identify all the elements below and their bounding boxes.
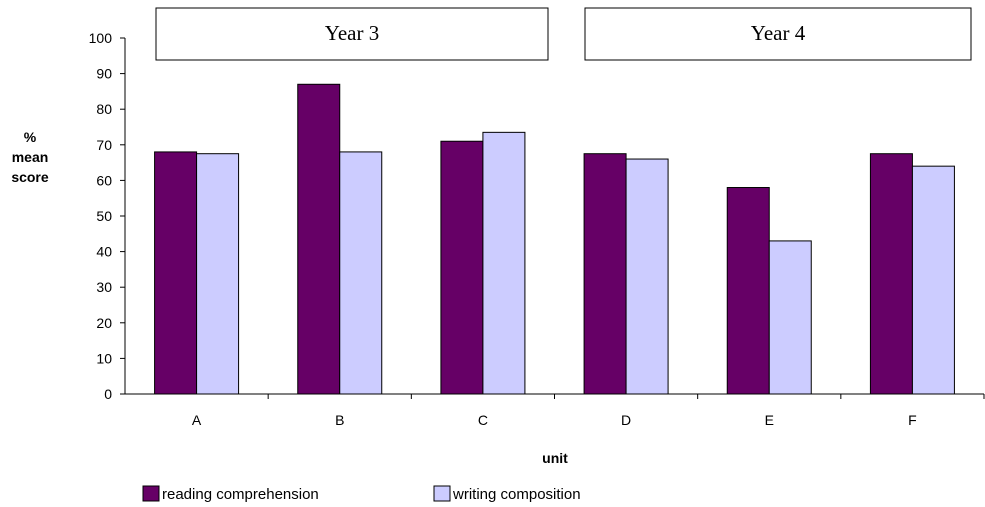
y-tick-label: 90	[96, 66, 112, 82]
group-year3-box	[155, 7, 549, 61]
x-tick-label-E: E	[765, 412, 774, 428]
y-tick-label: 40	[96, 244, 112, 260]
y-axis-ticks: 0 10 20 30 40 50 60 70 80 90 100	[89, 30, 125, 402]
y-tick-label: 10	[96, 350, 112, 366]
x-axis-ticks: A B C D E F	[192, 394, 985, 428]
y-axis-title: % mean score	[11, 129, 49, 185]
y-tick-label: 70	[96, 137, 112, 153]
bar-reading-D	[583, 153, 627, 395]
bar-reading-A	[154, 151, 198, 395]
bar-writing-F	[911, 165, 955, 395]
y-tick-label: 50	[96, 208, 112, 224]
legend-label-reading: reading comprehension	[162, 486, 319, 503]
x-axis-title: unit	[542, 450, 568, 466]
y-axis-title-line-3: score	[11, 169, 49, 185]
bar-writing-C	[482, 131, 526, 395]
y-tick-label: 0	[104, 386, 112, 402]
bar-reading-B	[297, 83, 341, 395]
bars	[154, 83, 955, 395]
legend: reading comprehension writing compositio…	[142, 485, 581, 503]
bar-reading-C	[440, 140, 484, 395]
x-tick-label-B: B	[335, 412, 344, 428]
group-year4: Year 4	[584, 7, 972, 61]
x-tick-label-C: C	[478, 412, 488, 428]
group-year3-label: Year 3	[325, 21, 379, 45]
y-tick-label: 80	[96, 101, 112, 117]
bar-writing-D	[625, 158, 669, 395]
bar-writing-E	[768, 240, 812, 395]
bar-reading-E	[726, 187, 770, 395]
y-tick-label: 30	[96, 279, 112, 295]
group-year3: Year 3	[155, 7, 549, 61]
y-tick-label: 60	[96, 172, 112, 188]
x-tick-label-D: D	[621, 412, 631, 428]
group-year4-label: Year 4	[751, 21, 806, 45]
bar-writing-B	[339, 151, 383, 395]
y-axis-title-line-1: %	[24, 129, 37, 145]
y-tick-label: 100	[89, 30, 113, 46]
x-tick-label-A: A	[192, 412, 202, 428]
legend-swatch-writing	[433, 485, 451, 502]
y-tick-label: 20	[96, 315, 112, 331]
bar-reading-F	[869, 153, 913, 395]
legend-label-writing: writing composition	[452, 486, 581, 503]
x-tick-label-F: F	[908, 412, 917, 428]
group-year4-box	[584, 7, 972, 61]
legend-swatch-reading	[142, 485, 160, 502]
y-axis-title-line-2: mean	[12, 149, 49, 165]
bar-writing-A	[196, 153, 240, 395]
